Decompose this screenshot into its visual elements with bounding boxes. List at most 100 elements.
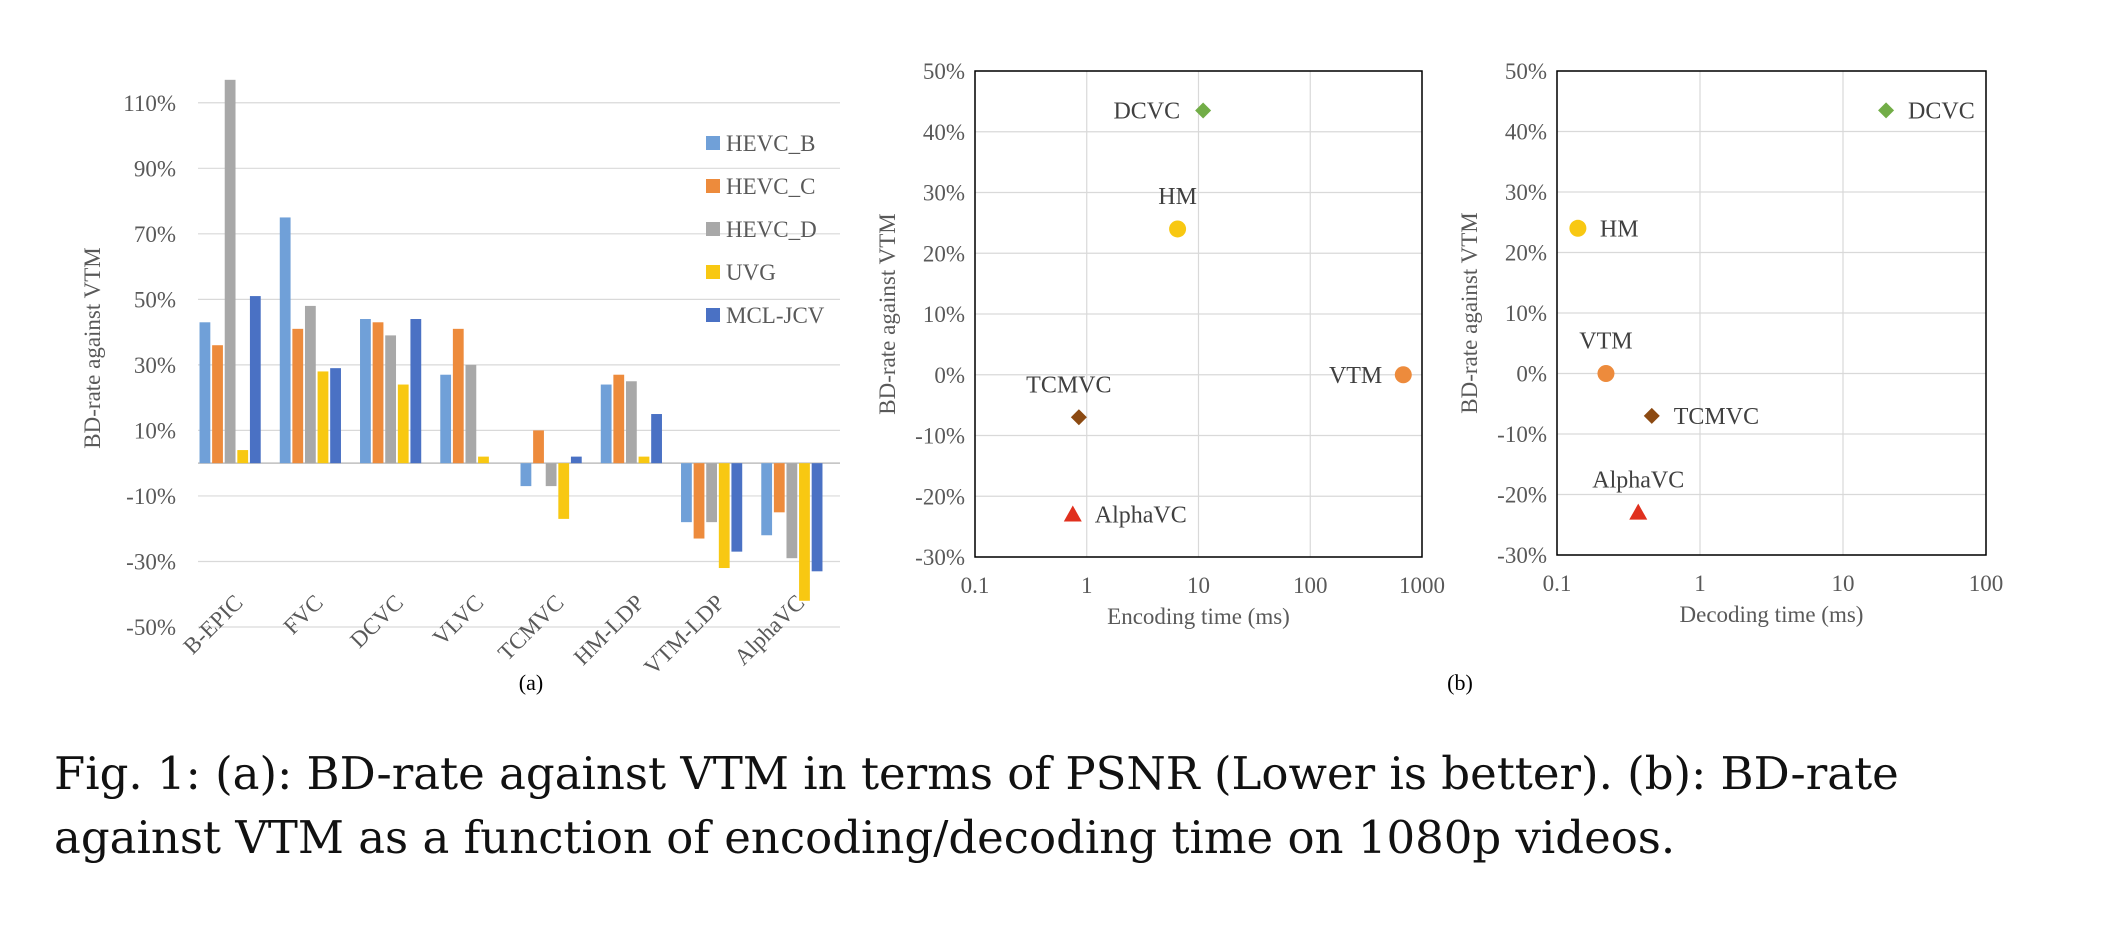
point-hm-marker [1569,220,1586,237]
bar-uvg [237,450,248,463]
bar-hevc-d [786,463,797,558]
bar-hevc-c [613,375,624,463]
x-category-label-a: TCMVC [493,590,569,666]
bar-hevc-b [440,375,451,463]
point-alphavc-marker [1629,504,1647,520]
y-tick-label-a: -10% [126,484,176,509]
point-dcvc-marker [1878,102,1894,118]
y-tick-label: -30% [915,545,965,570]
y-axis-title-a: BD-rate against VTM [80,247,105,448]
point-tcmvc-label: TCMVC [1674,404,1759,430]
point-tcmvc-marker [1071,409,1087,425]
bar-mcl-jcv [330,368,341,463]
point-tcmvc-label: TCMVC [1026,372,1111,398]
bar-hevc-b [360,319,371,463]
legend-label-hevc-d: HEVC_D [726,217,817,242]
bar-mcl-jcv [571,457,582,464]
point-dcvc-label: DCVC [1113,98,1180,124]
y-tick-label: 10% [923,302,965,327]
bar-hevc-d [225,80,236,463]
point-hm-label: HM [1158,184,1197,210]
bar-uvg [799,463,810,601]
y-tick-label-a: 30% [134,353,176,378]
bar-uvg [398,385,409,464]
y-tick-label: -10% [1497,422,1547,447]
y-tick-label: 40% [1505,120,1547,145]
x-axis-title: Decoding time (ms) [1680,602,1864,627]
y-tick-label: 50% [923,59,965,84]
legend-label-hevc-b: HEVC_B [726,131,815,156]
y-tick-label: -10% [915,424,965,449]
bar-uvg [719,463,730,568]
bar-hevc-c [533,430,544,463]
scatter-chart-decoding: 50%40%30%20%10%0%-10%-20%-30%0.1 1 10 100De… [1457,59,2003,627]
x-tick-label: 10 [1832,571,1855,596]
y-tick-label: 40% [923,120,965,145]
point-vtm-label: VTM [1579,329,1632,355]
x-category-label-a: VLVC [428,590,488,650]
y-axis-title: BD-rate against VTM [875,213,900,414]
x-tick-label: 100 [1293,573,1328,598]
bar-chart-a: 110% 90% 70% 50% 30% 10% -10% -30% -50% BD-rate a… [80,80,840,695]
y-tick-label: 20% [923,241,965,266]
x-tick-label: 1 [1081,573,1093,598]
bar-uvg [478,457,489,464]
bar-hevc-d [465,365,476,463]
legend-label-uvg: UVG [726,260,776,285]
legend-swatch-uvg [706,265,720,279]
x-axis-title: Encoding time (ms) [1107,604,1290,629]
bar-hevc-c [373,322,384,463]
legend-swatch-hevc-b [706,136,720,150]
legend-label-hevc-c: HEVC_C [726,174,815,199]
bar-hevc-c [212,345,223,463]
bar-hevc-b [681,463,692,522]
y-tick-label: 0% [1516,362,1547,387]
bar-hevc-c [774,463,785,512]
y-tick-label: 0% [934,363,965,388]
bar-hevc-d [546,463,557,486]
x-category-label-a: B-EPIC [178,590,247,659]
y-tick-label: 10% [1505,301,1547,326]
y-tick-label: -30% [1497,543,1547,568]
legend-label-mcl-jcv: MCL-JCV [726,303,825,328]
bar-uvg [639,457,650,464]
point-hm-marker [1169,220,1186,237]
point-vtm-marker [1395,366,1412,383]
bar-hevc-d [305,306,316,463]
scatter-chart-encoding: 50% 40% 30% 20% 10% 0% -10% -20% -30% 0.1 1 10 100 10… [875,59,1473,695]
bar-hevc-c [694,463,705,538]
bar-hevc-d [706,463,717,522]
point-dcvc-label: DCVC [1908,98,1975,124]
y-tick-label-a: 110% [123,91,176,116]
bar-hevc-d [626,381,637,463]
point-vtm-label: VTM [1329,363,1382,389]
bar-hevc-c [292,329,303,463]
y-tick-label: 30% [923,181,965,206]
point-vtm-marker [1597,365,1614,382]
bar-mcl-jcv [410,319,421,463]
x-tick-label: 100 [1969,571,2004,596]
y-tick-label-a: 50% [134,287,176,312]
bar-hevc-b [761,463,772,535]
point-alphavc-marker [1064,505,1082,521]
y-tick-label: 20% [1505,241,1547,266]
bar-mcl-jcv [812,463,823,571]
figure-canvas: 110%90%70%50%30%10%-10%-30%-50%BD-rate a… [0,0,2108,740]
bar-uvg [558,463,569,519]
subfigure-label-a: (a) [519,670,543,695]
x-category-label-a: VTM-LDP [639,590,729,680]
x-tick-label: 1 [1694,571,1706,596]
x-category-label-a: FVC [279,590,328,639]
bar-mcl-jcv [731,463,742,551]
x-category-label-a: DCVC [345,590,408,653]
y-axis-title: BD-rate against VTM [1457,212,1482,413]
bar-mcl-jcv [651,414,662,463]
bar-hevc-b [200,322,211,463]
x-category-label-a: AlphaVC [729,590,809,670]
figure-caption: Fig. 1: (a): BD-rate against VTM in term… [54,742,2064,870]
legend-swatch-hevc-c [706,179,720,193]
x-tick-label: 1000 [1399,573,1445,598]
bar-hevc-c [453,329,464,463]
legend-swatch-hevc-d [706,222,720,236]
y-tick-label: 30% [1505,180,1547,205]
